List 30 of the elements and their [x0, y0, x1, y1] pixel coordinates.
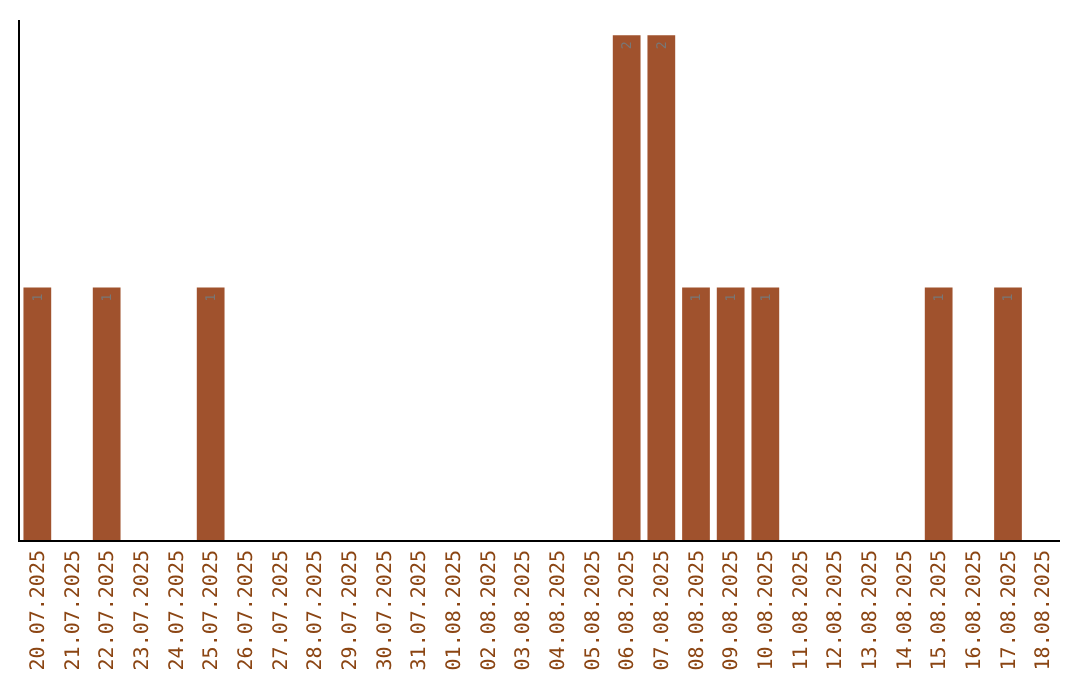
x-tick-label: 10.08.2025 — [755, 550, 778, 671]
x-tick-label: 11.08.2025 — [790, 550, 813, 671]
x-tick-label: 20.07.2025 — [27, 550, 50, 671]
x-tick-label: 31.07.2025 — [409, 550, 432, 671]
x-tick-label: 18.08.2025 — [1033, 550, 1056, 671]
x-tick-label: 28.07.2025 — [305, 550, 328, 671]
x-tick-label: 07.08.2025 — [651, 550, 674, 671]
x-tick-label: 08.08.2025 — [686, 550, 709, 671]
x-tick-label: 12.08.2025 — [825, 550, 848, 671]
x-tick-label: 25.07.2025 — [201, 550, 224, 671]
x-tick-label: 30.07.2025 — [374, 550, 397, 671]
x-tick-label: 27.07.2025 — [270, 550, 293, 671]
x-tick-label: 02.08.2025 — [478, 550, 501, 671]
x-tick-label: 14.08.2025 — [894, 550, 917, 671]
x-tick-label: 22.07.2025 — [97, 550, 120, 671]
x-tick-label: 03.08.2025 — [513, 550, 536, 671]
x-tick-label: 21.07.2025 — [62, 550, 85, 671]
x-tick-label: 26.07.2025 — [235, 550, 258, 671]
x-tick-label: 09.08.2025 — [721, 550, 744, 671]
x-tick-label: 05.08.2025 — [582, 550, 605, 671]
x-tick-label: 23.07.2025 — [131, 550, 154, 671]
x-tick-label: 04.08.2025 — [547, 550, 570, 671]
x-tick-label: 24.07.2025 — [166, 550, 189, 671]
x-tick-label: 17.08.2025 — [998, 550, 1021, 671]
x-tick-label: 15.08.2025 — [929, 550, 952, 671]
x-tick-label: 13.08.2025 — [859, 550, 882, 671]
x-tick-label: 01.08.2025 — [443, 550, 466, 671]
x-tick-label: 16.08.2025 — [963, 550, 986, 671]
x-tick-label: 29.07.2025 — [339, 550, 362, 671]
x-tick-label: 06.08.2025 — [617, 550, 640, 671]
